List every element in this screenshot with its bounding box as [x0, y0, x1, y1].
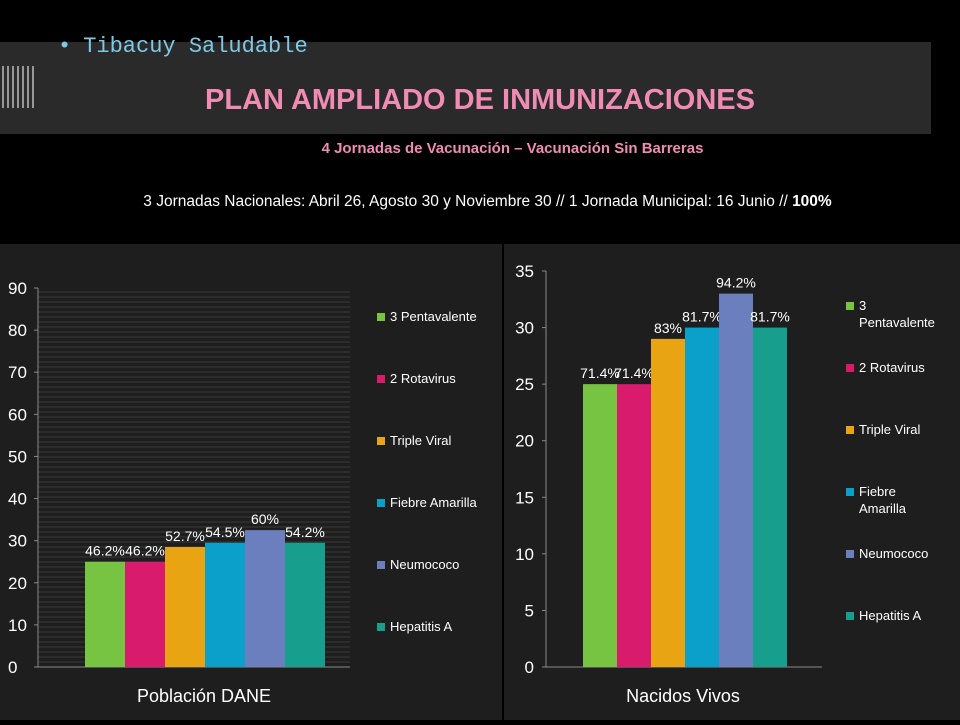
legend-label-line: 2 Rotavirus	[859, 360, 925, 375]
x-axis-label: Población DANE	[137, 686, 271, 706]
y-tick-label: 30	[8, 532, 27, 551]
title-band	[0, 42, 931, 134]
chart-poblacion-dane: 0 10 20 30 40 50 60 70 80 90 46.2% 3 Pentavalente 46…	[8, 279, 477, 706]
data-label: 94.2%	[716, 275, 756, 291]
legend-label: 2 Rotavirus	[859, 360, 925, 375]
data-label: 71.4%	[614, 365, 654, 381]
legend-label: 2 Rotavirus	[390, 371, 456, 386]
legend-swatch	[846, 364, 854, 372]
page-title: PLAN AMPLIADO DE INMUNIZACIONES	[205, 84, 755, 116]
legend-label-line: 2 Rotavirus	[390, 371, 456, 386]
y-tick-label: 20	[515, 432, 534, 451]
bar-neumococo	[245, 530, 285, 667]
data-label: 54.5%	[205, 524, 245, 540]
bar-3-pentavalente	[583, 384, 617, 667]
legend-label-line: Neumococo	[390, 557, 459, 572]
y-tick-label: 0	[525, 658, 534, 677]
bullet-text: Tibacuy Saludable	[83, 34, 308, 59]
x-axis-label: Nacidos Vivos	[626, 686, 740, 706]
legend-label-line: 3	[859, 298, 866, 313]
y-tick-label: 40	[8, 490, 27, 509]
legend-label-line: Hepatitis A	[390, 619, 452, 634]
bar-fiebre-amarilla	[205, 542, 245, 667]
bar-neumococo	[719, 293, 753, 667]
bullet-dot-icon: •	[58, 34, 72, 59]
bar-2-rotavirus	[125, 561, 165, 667]
bullet-heading: • Tibacuy Saludable	[58, 34, 308, 59]
subline: 3 Jornadas Nacionales: Abril 26, Agosto …	[0, 193, 960, 211]
data-label: 83%	[654, 320, 682, 336]
y-tick-label: 80	[8, 321, 27, 340]
legend-swatch	[377, 561, 385, 569]
legend-swatch	[377, 375, 385, 383]
legend-label-line: Fiebre	[859, 484, 896, 499]
bar-fiebre-amarilla	[685, 327, 719, 667]
legend-swatch	[846, 550, 854, 558]
legend-swatch	[846, 302, 854, 310]
legend-label-line: Hepatitis A	[859, 608, 921, 623]
data-label: 54.2%	[285, 524, 325, 540]
y-tick-label: 20	[8, 574, 27, 593]
legend-label: Fiebre Amarilla	[390, 495, 477, 510]
legend-label: Triple Viral	[390, 433, 452, 448]
legend-label-line: Neumococo	[859, 546, 928, 561]
bar-2-rotavirus	[617, 384, 651, 667]
legend-label-line: Pentavalente	[859, 315, 935, 330]
data-label: 81.7%	[750, 309, 790, 325]
legend-swatch	[377, 623, 385, 631]
legend-label-line: Fiebre Amarilla	[390, 495, 477, 510]
legend-label-line: Triple Viral	[390, 433, 452, 448]
y-tick-label: 70	[8, 363, 27, 382]
y-tick-label: 60	[8, 405, 27, 424]
legend-label: Neumococo	[859, 546, 928, 561]
y-tick-label: 10	[8, 616, 27, 635]
y-tick-label: 15	[515, 488, 534, 507]
chart-panel-nacidos: 0 5 10 15 20 25 30 35 71.4% 3 Pentavalente 71.4% 2 R…	[504, 244, 960, 720]
legend-swatch	[377, 437, 385, 445]
bar-triple-viral	[165, 546, 205, 667]
legend-label: Neumococo	[390, 557, 459, 572]
y-tick-label: 35	[515, 262, 534, 281]
y-tick-label: 25	[515, 375, 534, 394]
y-tick-label: 50	[8, 447, 27, 466]
bar-hepatitis-a	[285, 542, 325, 667]
data-label: 46.2%	[85, 543, 125, 559]
legend-swatch	[846, 488, 854, 496]
chart-panel-poblacion: 0 10 20 30 40 50 60 70 80 90 46.2% 3 Pentavalente 46…	[0, 244, 502, 720]
data-label: 46.2%	[125, 543, 165, 559]
bar-hepatitis-a	[753, 327, 787, 667]
legend-label: 3 Pentavalente	[390, 309, 477, 324]
y-tick-label: 30	[515, 319, 534, 338]
subline-text: 3 Jornadas Nacionales: Abril 26, Agosto …	[143, 193, 793, 210]
data-label: 71.4%	[580, 365, 620, 381]
legend-label: Triple Viral	[859, 422, 921, 437]
decorative-stripes	[2, 66, 36, 108]
legend-label-line: Amarilla	[859, 501, 907, 516]
bar-3-pentavalente	[85, 561, 125, 667]
legend-swatch	[846, 426, 854, 434]
data-label: 60%	[251, 511, 279, 527]
y-tick-label: 0	[8, 658, 17, 677]
legend-label: Hepatitis A	[859, 608, 921, 623]
subline-percent: 100%	[792, 193, 832, 210]
legend-label-line: 3 Pentavalente	[390, 309, 477, 324]
bar-triple-viral	[651, 338, 685, 667]
legend-swatch	[846, 612, 854, 620]
y-tick-label: 10	[515, 545, 534, 564]
legend-label: 3 Pentavalente	[859, 298, 935, 330]
y-tick-label: 90	[8, 279, 27, 298]
chart-nacidos-vivos: 0 5 10 15 20 25 30 35 71.4% 3 Pentavalente 71.4% 2 R…	[515, 262, 935, 706]
legend-swatch	[377, 313, 385, 321]
y-tick-label: 5	[525, 601, 534, 620]
legend-swatch	[377, 499, 385, 507]
legend-label-line: Triple Viral	[859, 422, 921, 437]
data-label: 81.7%	[682, 309, 722, 325]
legend-label: Fiebre Amarilla	[859, 484, 907, 516]
subtitle: 4 Jornadas de Vacunación – Vacunación Si…	[321, 140, 704, 157]
data-label: 52.7%	[165, 528, 205, 544]
legend-label: Hepatitis A	[390, 619, 452, 634]
